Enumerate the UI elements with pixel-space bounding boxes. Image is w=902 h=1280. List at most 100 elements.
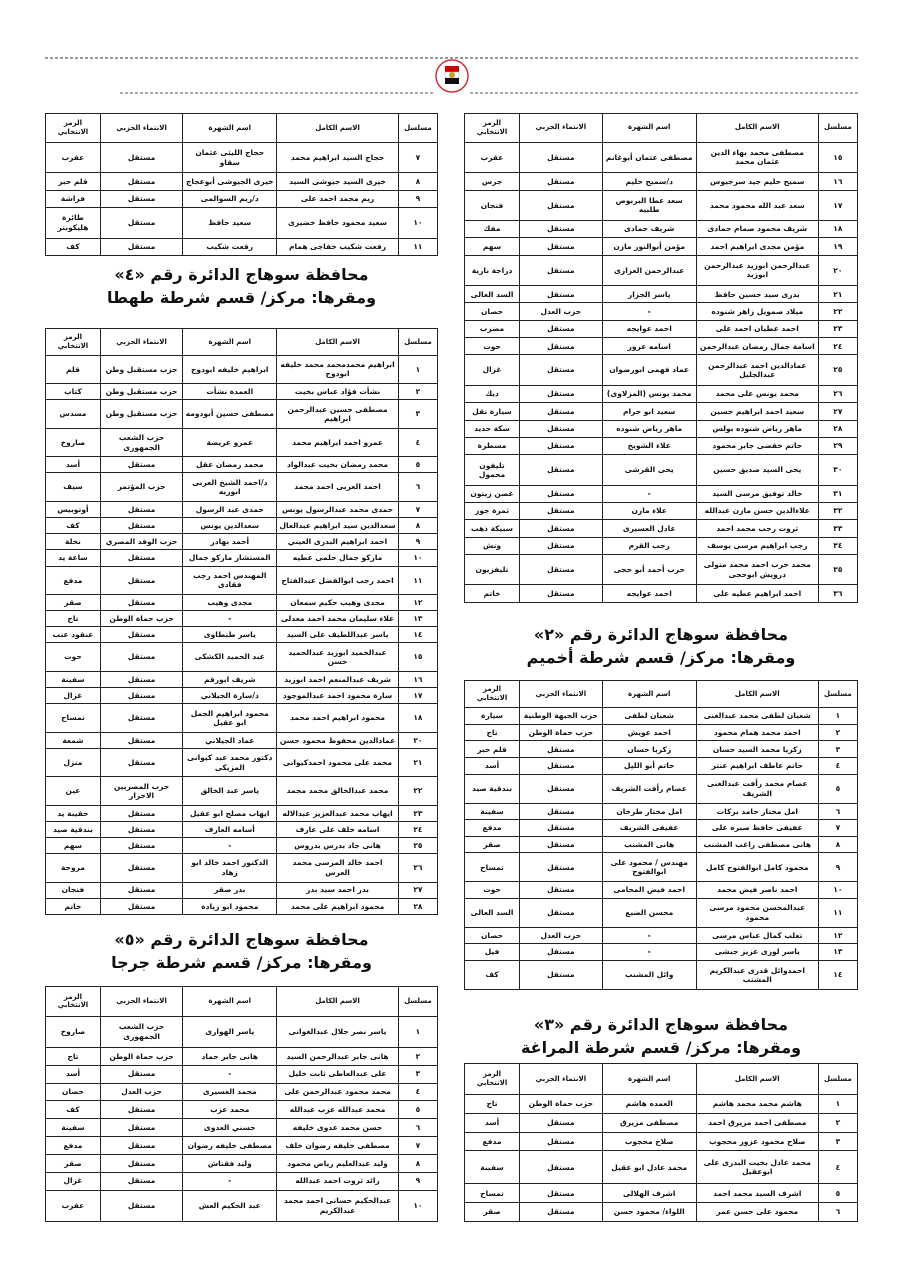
candidate-row: ٣٢ علاءالدين حسن مازن عبدالله علاء مازن مست… [463,501,859,521]
cell: مستقل [99,747,184,778]
candidate-row: ٣٠ يحى السيد صديق حسين يحى القرشى مستقل تليف… [463,454,859,486]
candidate-row: ٥ عصام محمد رأفت عبدالغنى الشريف عصام رأفت… [463,773,859,804]
table-block: مسلسل الاسم الكامل اسم الشهرة الانتماء الحز… [463,679,859,991]
cell: ٢٨ [817,419,859,438]
cell: مستقل [519,1183,603,1204]
cell: محمد رمضان عقل [182,456,278,474]
cell: وائل المشنب [601,959,697,991]
candidate-row: ٧ عفيفى حافظ صبره على عفيفى الشريف مستقل مدف… [463,819,859,837]
column-header: الاسم الكامل [695,1062,819,1096]
cell: ياسر الجزار [601,285,697,304]
candidate-row: ٢١ محمد على محمود احمدكيوانى دكتور محمد عب… [45,747,439,778]
cell: مستقل [519,802,603,821]
cell: صاروخ [45,1015,101,1048]
cell: كف [45,237,101,257]
cell: حاتم خفضى جابر محمود [695,436,819,456]
cell: وليد عبدالعليم رياض محمود [276,1153,399,1173]
cell: عبد الحميد الكشكى [182,642,278,672]
cell: مستقل [519,454,603,486]
cell: مستقل [519,254,603,287]
cell: حرب أحمد أبو حجى [601,553,697,586]
candidate-row: ١ شعبان لطفى محمد عبدالغنى شعبان لطفى حزب ا… [463,707,859,725]
cell: حزب العدل [519,926,603,945]
cell: احمد رجب ابوالفضل عبدالفتاح [276,565,399,595]
cell: محمود ابو زيادة [182,897,278,916]
cell: مستقل [99,237,184,257]
heading-line: محافظة سوهاج الدائرة رقم «٢» [533,625,789,644]
column-header: الانتماء الحزبي [519,113,603,143]
cell: ياسر عبد الخالق [182,776,278,806]
cell: محمد يونس على محمد [695,384,819,404]
cell: ١ [397,354,439,385]
candidate-row: ٧ حمدى محمد عبدالرسول يونس حمدى عبد الرسول… [45,500,439,518]
cell: جرس [463,172,521,191]
heading-line: ومقرها: مركز/ قسم شرطة المراغة [520,1038,802,1057]
cell: عقرب [45,141,101,174]
cell: ٢٠ [817,254,859,287]
cell: غزال [45,1171,101,1191]
candidate-row: ١٠ ماركو جمال حلمى عطيه المستشار ماركو جما… [45,549,439,567]
cell: مضرب [463,319,521,339]
cell: مستقل [519,756,603,775]
cell: ١٠ [397,549,439,567]
cell: ١٨ [397,703,439,733]
candidate-row: ٥ محمد رمضان بخيت عبدالواد محمد رمضان عقل م… [45,456,439,474]
cell: عبدالرحمن العزازى [601,254,697,287]
cell: حزب الجبهة الوطنية [519,707,603,725]
cell: مستقل [519,1150,603,1185]
candidate-row: ٦ امل مختار حامد بركات امل مختار طرخان مستق… [463,802,859,821]
cell: مستقل [99,189,184,209]
cell: مروحة [45,853,101,883]
cell: سكة حديد [463,419,521,438]
cell: مستقل [99,1100,184,1120]
cell: عفيفى الشريف [601,819,697,837]
cell: مستقل [519,384,603,404]
cell: د/احمد الشيخ العربى ابوريه [182,472,278,502]
cell: مصطفى خليفه رضوان [182,1136,278,1155]
cell: على عبدالعاطى ثابت خليل [276,1064,399,1084]
cell: سفينة [463,1150,521,1185]
candidate-row: ١٠ احمد ناصر فيض محمد احمد فيض المحامى مستق… [463,881,859,899]
cell: رجب القرم [601,536,697,555]
cell: حزب مستقبل وطن [99,383,184,401]
cell: احمد عطيان احمد على [695,319,819,339]
cell: تاج [463,1094,521,1114]
candidate-row: ٣٦ احمد ابراهيم عطيه على احمد عوايجه مستقل خ… [463,584,859,603]
cell: حاتم عاطف ابراهيم عنتر [695,756,819,775]
table-block: مسلسل الاسم الكامل اسم الشهرة الانتماء الحز… [45,328,439,916]
cell: تعلب كمال عباس مرسى [695,926,819,945]
cell: ١٩ [817,237,859,256]
candidate-row: ٩ رائد ثروت احمد عبدالله - مستقل غزال [45,1171,439,1191]
cell: مستقل [519,943,603,961]
cell: قلم حبر [463,740,521,758]
cell: حزب حماة الوطن [99,610,184,628]
candidate-row: ٤ عمرو احمد ابراهيم محمد عمرو عريضة حزب الش… [45,427,439,458]
cell: حقيبة يد [45,804,101,822]
table-block: مسلسل الاسم الكامل اسم الشهرة الانتماء الحز… [45,113,439,257]
cell: أسد [463,756,521,775]
cell: ٢٥ [397,836,439,855]
cell: محمد يونس (المزلاوى) [601,384,697,404]
cell: ٣١ [817,484,859,504]
cell: احمد عويش [601,723,697,742]
candidate-row: ١ ابراهيم محمدمحمد محمد خليفه ابودوح ابراه… [45,354,439,385]
candidate-row: ٦ محمود على حسن عمر اللواء/ محمود حسن مستقل… [463,1202,859,1222]
candidate-row: ١٩ مؤمن مجدى ابراهيم احمد مؤمن أبوالنور ما… [463,237,859,256]
cell: سفينة [45,670,101,689]
cell: مستقل [519,897,603,928]
cell: اسامه عرور [601,337,697,356]
cell: احمد عوايجه [601,584,697,603]
cell: مصطفى احمد مزيرق احمد [695,1112,819,1133]
candidate-row: ٢٩ حاتم خفضى جابر محمود علاء الشويخ مستقل مس… [463,436,859,456]
cell: امل مختار طرخان [601,802,697,821]
candidate-row: ٢٢ ميلاد صمويل زاهر شنوده - حزب العدل حصان [463,302,859,321]
column-header: الاسم الكامل [695,113,819,143]
cell: علاءالدين حسن مازن عبدالله [695,501,819,521]
cell: علاء الشويخ [601,436,697,456]
column-header: الاسم الكامل [276,113,399,143]
candidate-row: ٣٥ محمد حرب احمد محمد متولى درويش ابوحجى ح… [463,553,859,586]
cell: - [601,484,697,504]
cell: مستقل [99,593,184,612]
cell: ايهاب محمد عبدالعزيز عبدالاله [276,804,399,822]
cell: ٧ [397,141,439,174]
